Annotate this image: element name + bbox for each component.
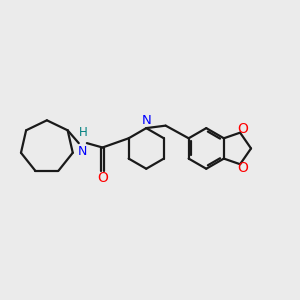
- Text: N: N: [78, 145, 88, 158]
- Text: O: O: [97, 171, 108, 185]
- Text: H: H: [78, 126, 87, 140]
- Text: O: O: [237, 161, 248, 175]
- Text: N: N: [141, 114, 151, 127]
- Text: O: O: [237, 122, 248, 136]
